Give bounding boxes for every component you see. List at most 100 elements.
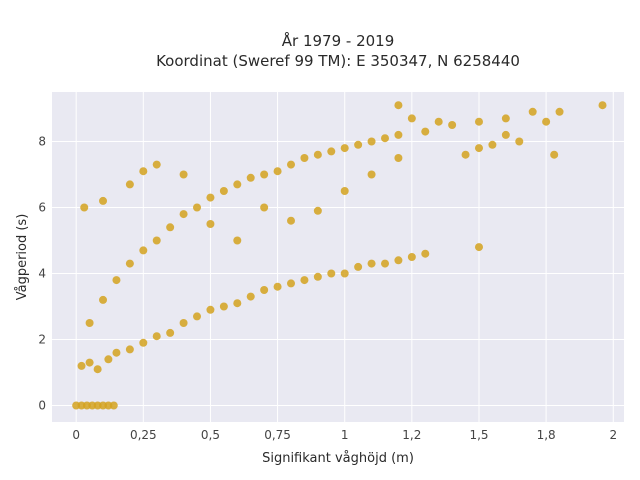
scatter-point bbox=[260, 286, 269, 294]
scatter-point bbox=[206, 193, 215, 202]
x-tick-labels: 0 0,25 0,5 0,75 1 1,2 1,5 1,8 2 bbox=[72, 428, 617, 442]
scatter-point bbox=[125, 180, 134, 189]
plot-area bbox=[52, 92, 624, 422]
scatter-point bbox=[166, 328, 175, 337]
x-tick-label: 0,25 bbox=[130, 428, 157, 442]
scatter-point bbox=[488, 140, 497, 149]
scatter-point bbox=[515, 137, 524, 146]
scatter-point bbox=[179, 170, 188, 179]
y-tick-label: 2 bbox=[38, 333, 46, 347]
scatter-point bbox=[85, 358, 94, 367]
scatter-point bbox=[550, 150, 559, 159]
scatter-point bbox=[501, 130, 510, 139]
x-tick-label: 0,75 bbox=[264, 428, 291, 442]
scatter-point bbox=[313, 206, 322, 215]
scatter-point bbox=[300, 154, 309, 162]
scatter-point bbox=[287, 216, 295, 225]
scatter-point bbox=[125, 259, 134, 268]
scatter-point bbox=[421, 127, 430, 136]
scatter-point bbox=[112, 348, 121, 357]
scatter-point bbox=[434, 117, 443, 126]
scatter-point bbox=[233, 299, 242, 308]
scatter-point bbox=[300, 276, 309, 285]
scatter-point bbox=[246, 292, 255, 301]
scatter-point bbox=[327, 147, 336, 156]
scatter-point bbox=[474, 144, 483, 153]
scatter-point bbox=[233, 180, 242, 189]
scatter-point bbox=[109, 401, 118, 410]
scatter-point bbox=[394, 130, 403, 139]
scatter-point bbox=[448, 121, 457, 129]
scatter-point bbox=[381, 134, 389, 143]
scatter-point bbox=[287, 160, 295, 169]
scatter-point bbox=[367, 170, 376, 179]
scatter-point bbox=[598, 101, 607, 110]
scatter-point bbox=[80, 203, 89, 212]
scatter-point bbox=[313, 150, 322, 159]
x-tick-label: 1 bbox=[341, 428, 349, 442]
scatter-point bbox=[260, 203, 269, 212]
scatter-point bbox=[474, 243, 483, 252]
scatter-point bbox=[327, 269, 336, 278]
scatter-point bbox=[501, 114, 510, 123]
y-gridlines bbox=[52, 141, 624, 406]
scatter-point bbox=[287, 279, 295, 288]
scatter-point bbox=[179, 319, 188, 327]
scatter-point bbox=[367, 259, 376, 268]
scatter-point bbox=[381, 259, 389, 268]
y-tick-label: 4 bbox=[38, 267, 46, 281]
y-tick-label: 0 bbox=[38, 399, 46, 413]
scatter-point bbox=[112, 276, 121, 285]
scatter-point bbox=[125, 345, 134, 354]
data-points bbox=[72, 101, 607, 410]
scatter-point bbox=[394, 154, 403, 162]
scatter-point bbox=[99, 295, 108, 304]
scatter-point bbox=[340, 187, 349, 195]
scatter-point bbox=[152, 160, 161, 169]
scatter-point bbox=[139, 338, 148, 347]
scatter-point bbox=[421, 249, 430, 258]
scatter-point bbox=[206, 305, 215, 314]
x-tick-label: 1,8 bbox=[537, 428, 556, 442]
scatter-point bbox=[85, 319, 94, 327]
scatter-point bbox=[354, 140, 363, 149]
scatter-point bbox=[246, 173, 255, 182]
scatter-point bbox=[139, 246, 148, 255]
scatter-point bbox=[273, 167, 282, 176]
scatter-point bbox=[407, 253, 416, 261]
scatter-point bbox=[273, 282, 282, 291]
chart-title-line-2: Koordinat (Sweref 99 TM): E 350347, N 62… bbox=[156, 52, 520, 70]
y-tick-labels: 0 2 4 6 8 bbox=[38, 135, 46, 413]
scatter-point bbox=[206, 220, 215, 228]
scatter-point bbox=[260, 170, 269, 179]
scatter-point bbox=[139, 167, 148, 176]
scatter-point bbox=[354, 262, 363, 271]
scatter-point bbox=[340, 269, 349, 278]
scatter-point bbox=[367, 137, 376, 146]
scatter-point bbox=[394, 101, 403, 110]
chart-title-line-1: År 1979 - 2019 bbox=[282, 31, 395, 50]
scatter-point bbox=[542, 117, 551, 126]
scatter-point bbox=[77, 361, 86, 370]
scatter-point bbox=[313, 272, 322, 281]
scatter-point bbox=[394, 256, 403, 265]
scatter-point bbox=[152, 236, 161, 245]
x-axis-label: Signifikant våghöjd (m) bbox=[262, 451, 414, 466]
scatter-point bbox=[219, 187, 228, 195]
scatter-point bbox=[233, 236, 242, 245]
scatter-point bbox=[193, 203, 202, 212]
y-axis-label: Vågperiod (s) bbox=[15, 214, 30, 301]
scatter-point bbox=[528, 107, 537, 116]
scatter-point bbox=[99, 196, 108, 205]
scatter-point bbox=[193, 312, 202, 321]
scatter-point bbox=[104, 355, 113, 364]
x-tick-label: 2 bbox=[609, 428, 617, 442]
scatter-point bbox=[407, 114, 416, 123]
scatter-point bbox=[93, 365, 102, 374]
x-tick-label: 0 bbox=[72, 428, 80, 442]
scatter-point bbox=[219, 302, 228, 311]
scatter-point bbox=[179, 210, 188, 219]
x-tick-label: 1,2 bbox=[402, 428, 421, 442]
x-tick-label: 0,5 bbox=[201, 428, 220, 442]
